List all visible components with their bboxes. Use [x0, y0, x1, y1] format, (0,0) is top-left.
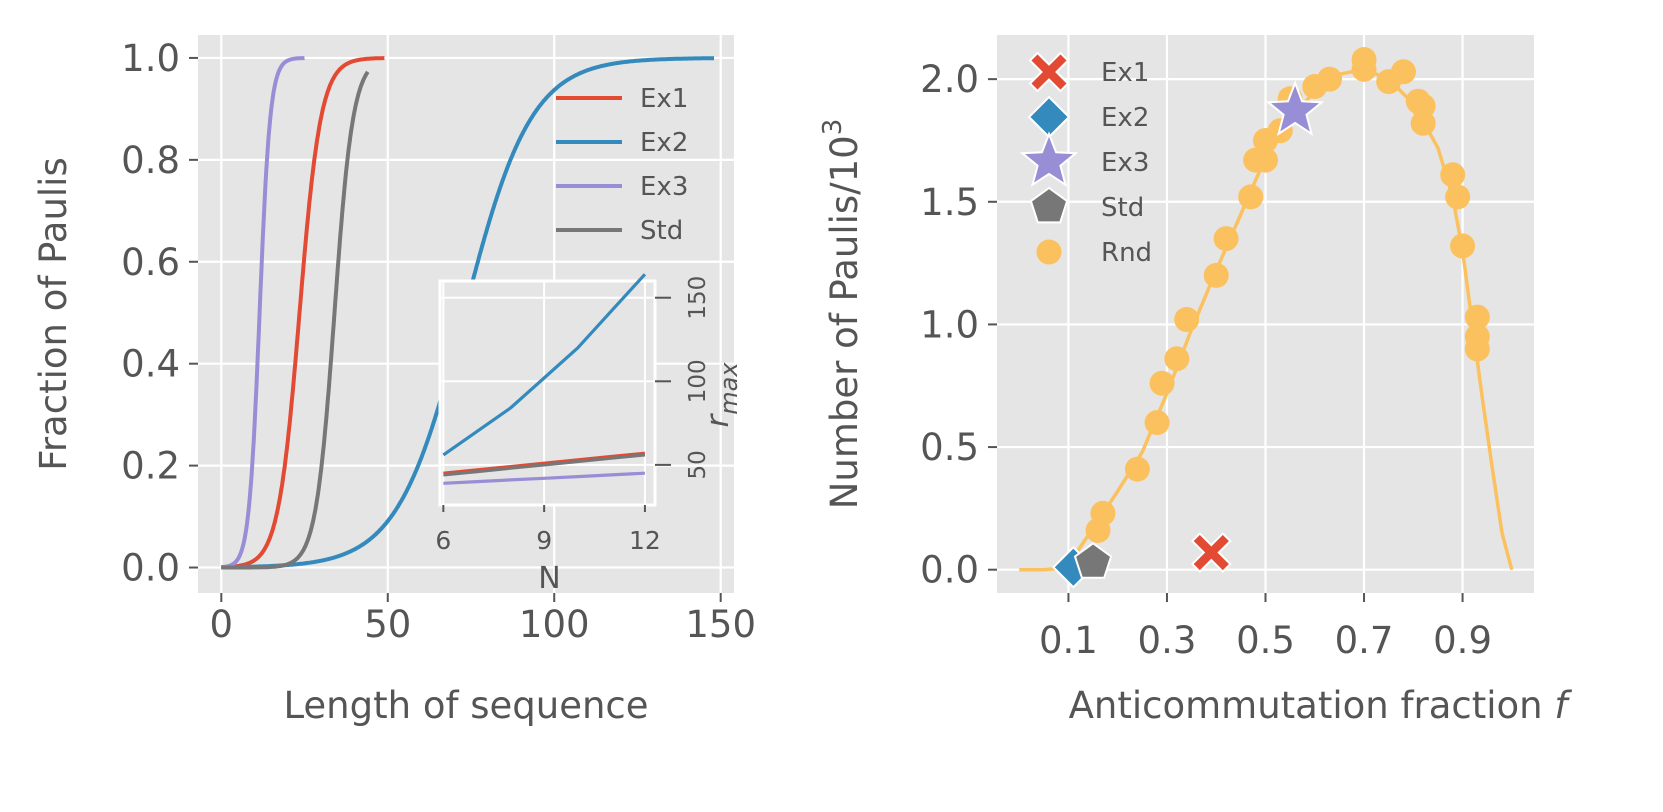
inset-y-tick-label: 100: [685, 359, 711, 403]
left-x-tick-label: 0: [210, 603, 234, 646]
right-x-axis-label-italic: f: [1554, 684, 1572, 727]
left-series-line-ex3: [220, 56, 306, 570]
right-x-tick-label: 0.7: [1335, 619, 1394, 662]
left-y-tick-label: 0.4: [121, 343, 180, 386]
right-rnd-point: [1410, 110, 1436, 136]
right-x-axis-label: Anticommutation fraction f: [1069, 684, 1573, 727]
right-rnd-point: [1090, 500, 1116, 526]
right-rnd-point: [1149, 370, 1175, 396]
right-x-tick-label: 0.1: [1039, 619, 1098, 662]
right-rnd-point: [1440, 162, 1466, 188]
inset-y-axis-label-main: r: [700, 413, 736, 428]
right-y-axis-label: Number of Paulis/103: [818, 119, 866, 510]
right-rnd-point: [1203, 262, 1229, 288]
right-rnd-point: [1317, 66, 1343, 92]
inset-y-tick-label: 50: [685, 450, 711, 479]
right-legend-marker-std: [1029, 186, 1069, 224]
right-legend-label: Ex1: [1101, 58, 1149, 88]
right-rnd-point: [1238, 184, 1264, 210]
left-y-tick-label: 0.6: [121, 241, 180, 284]
left-y-axis-label: Fraction of Paulis: [32, 157, 75, 471]
left-y-tick-label: 0.0: [121, 547, 180, 590]
inset-series-line-ex3: [443, 471, 645, 485]
right-y-tick-label: 0.0: [920, 549, 979, 592]
left-y-tick-label: 0.8: [121, 139, 180, 182]
right-legend-label: Ex3: [1101, 148, 1149, 178]
right-marker-ex3: [1265, 80, 1325, 136]
right-marker-std: [1073, 542, 1113, 579]
right-rnd-point: [1410, 93, 1436, 119]
inset-x-tick-label: 12: [629, 526, 661, 555]
right-rnd-point: [1464, 304, 1490, 330]
right-y-tick-label: 2.0: [920, 58, 979, 101]
right-y-tick-label: 1.5: [920, 181, 979, 224]
left-legend-label: Ex1: [640, 84, 688, 114]
right-rnd-point: [1450, 233, 1476, 259]
right-marker-ex1: [1190, 532, 1232, 573]
inset-y-axis-label-sub: max: [715, 362, 743, 415]
right-legend-label: Std: [1101, 193, 1144, 223]
right-rnd-point: [1351, 47, 1377, 73]
right-legend-label: Ex2: [1101, 103, 1149, 133]
right-legend-marker-rnd: [1036, 239, 1062, 265]
left-legend-label: Ex2: [640, 128, 688, 158]
left-x-tick-label: 150: [685, 603, 756, 646]
inset-x-axis-label: N: [538, 561, 560, 596]
right-legend-label: Rnd: [1101, 238, 1152, 268]
inset-y-axis-label: rmax: [700, 362, 743, 428]
right-legend-marker-ex1: [1028, 51, 1070, 93]
right-x-tick-label: 0.5: [1236, 619, 1295, 662]
inset-x-tick-label: 6: [435, 526, 451, 555]
right-rnd-point: [1390, 59, 1416, 85]
right-rnd-point: [1164, 346, 1190, 372]
left-x-tick-label: 50: [364, 603, 411, 646]
right-y-axis-label-main: Number of Paulis/10: [823, 135, 866, 509]
left-y-tick-label: 0.2: [121, 445, 180, 488]
right-y-axis-label-sup: 3: [818, 119, 848, 136]
inset-plot-background: [438, 279, 657, 507]
right-x-tick-label: 0.3: [1138, 619, 1197, 662]
right-legend-marker-ex3: [1019, 131, 1079, 187]
right-rnd-point: [1445, 184, 1471, 210]
right-rnd-point: [1144, 410, 1170, 436]
left-x-axis-label: Length of sequence: [283, 684, 648, 727]
inset-series-line-std: [443, 453, 646, 477]
left-series-line-std: [220, 70, 370, 570]
right-rnd-point: [1464, 336, 1490, 362]
inset-series-line-ex2: [442, 273, 647, 457]
inset-x-tick-label: 9: [536, 526, 552, 555]
right-rnd-point: [1253, 147, 1278, 173]
left-y-tick-label: 1.0: [121, 37, 180, 80]
right-rnd-point: [1174, 307, 1200, 333]
inset-y-tick-label: 150: [685, 276, 711, 320]
right-rnd-point: [1213, 226, 1239, 252]
left-legend-label: Std: [640, 216, 683, 246]
right-rnd-point: [1124, 456, 1150, 482]
right-y-tick-label: 1.0: [920, 303, 979, 346]
left-x-tick-label: 100: [519, 603, 590, 646]
right-y-tick-label: 0.5: [920, 426, 979, 469]
left-legend-label: Ex3: [640, 172, 688, 202]
right-x-tick-label: 0.9: [1433, 619, 1492, 662]
inset-series-line-ex1: [443, 451, 646, 475]
right-x-axis-label-main: Anticommutation fraction: [1069, 684, 1555, 727]
left-series-line-ex1: [220, 56, 386, 570]
